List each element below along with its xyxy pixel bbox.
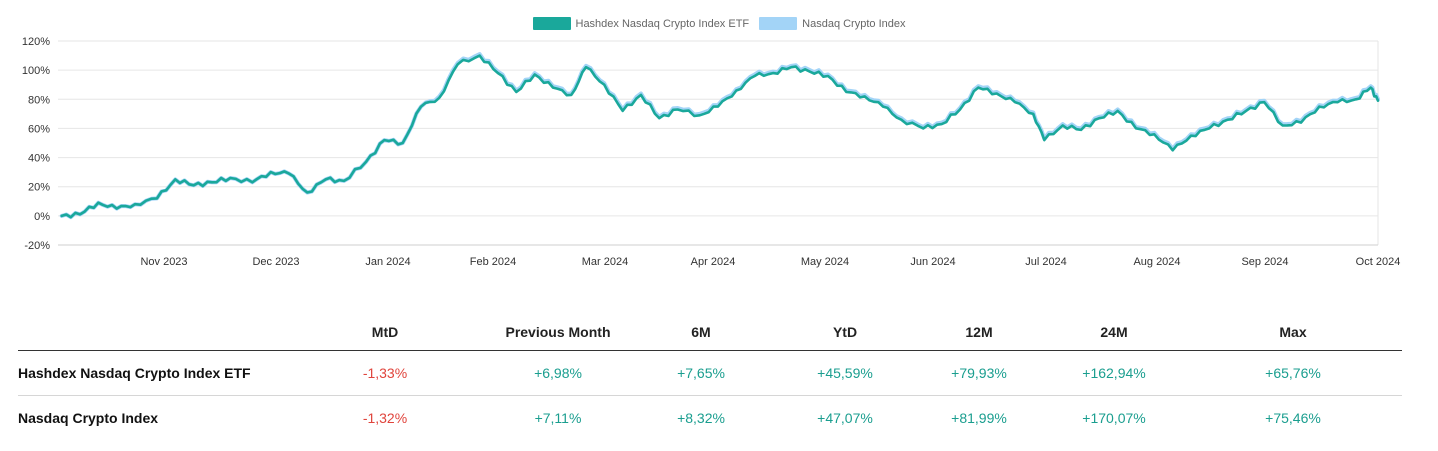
table-row: Nasdaq Crypto Index -1,32% +7,11% +8,32%…: [18, 396, 1402, 441]
cell-max: +65,76%: [1265, 365, 1321, 381]
legend-swatch-index: [759, 17, 798, 30]
col-max: Max: [1279, 324, 1307, 340]
table-row: Hashdex Nasdaq Crypto Index ETF -1,33% +…: [18, 351, 1402, 396]
cell-mtd: -1,32%: [362, 410, 408, 426]
cell-24m: +162,94%: [1082, 365, 1146, 381]
x-tick-label: May 2024: [801, 256, 849, 268]
x-tick-label: Aug 2024: [1133, 256, 1180, 268]
y-tick-label: 40%: [28, 153, 50, 165]
legend-label-etf: Hashdex Nasdaq Crypto Index ETF: [575, 17, 750, 30]
y-tick-label: 80%: [28, 94, 50, 106]
chart-legend: Hashdex Nasdaq Crypto Index ETF Nasdaq C…: [0, 17, 1438, 30]
row-name: Nasdaq Crypto Index: [18, 410, 159, 426]
col-ytd: YtD: [832, 324, 858, 340]
col-previous-month: Previous Month: [505, 324, 611, 340]
col-24m: 24M: [1100, 324, 1128, 340]
chart-grid: [58, 40, 1379, 246]
x-tick-label: Jun 2024: [910, 256, 955, 268]
cell-mtd: -1,33%: [362, 365, 408, 381]
y-tick-label: 100%: [22, 65, 50, 77]
y-tick-label: 120%: [22, 36, 50, 48]
y-tick-label: 0%: [34, 211, 50, 223]
cell-6m: +7,65%: [677, 365, 725, 381]
legend-swatch-etf: [532, 17, 571, 30]
x-tick-label: Apr 2024: [691, 256, 736, 268]
x-tick-label: Feb 2024: [470, 256, 516, 268]
cell-6m: +8,32%: [677, 410, 725, 426]
x-tick-label: Oct 2024: [1356, 256, 1401, 268]
cell-max: +75,46%: [1265, 410, 1321, 426]
col-12m: 12M: [965, 324, 993, 340]
cell-24m: +170,07%: [1082, 410, 1146, 426]
x-axis-ticks: Nov 2023 Dec 2023 Jan 2024 Feb 2024 Mar 2024…: [140, 256, 1400, 268]
performance-table: MtD Previous Month 6M YtD 12M 24M Max Ha…: [18, 314, 1402, 440]
col-mtd: MtD: [371, 324, 399, 340]
x-tick-label: Jul 2024: [1025, 256, 1067, 268]
legend-item-index[interactable]: Nasdaq Crypto Index: [759, 17, 905, 30]
performance-chart: 120% 100% 80% 60% 40% 20% 0% -20% Nov 2023 Dec 2…: [22, 36, 1400, 268]
y-axis-ticks: 120% 100% 80% 60% 40% 20% 0% -20%: [22, 36, 50, 252]
legend-label-index: Nasdaq Crypto Index: [802, 17, 906, 30]
row-name: Hashdex Nasdaq Crypto Index ETF: [18, 365, 251, 381]
cell-12m: +81,99%: [951, 410, 1007, 426]
series-line-index: [59, 52, 1380, 220]
col-6m: 6M: [691, 324, 711, 340]
y-tick-label: 20%: [28, 182, 50, 194]
y-tick-label: 60%: [28, 123, 50, 135]
cell-12m: +79,93%: [951, 365, 1007, 381]
chart-lines: [59, 52, 1380, 220]
cell-previous-month: +6,98%: [534, 365, 582, 381]
x-tick-label: Sep 2024: [1241, 256, 1288, 268]
y-tick-label: -20%: [24, 240, 50, 252]
x-tick-label: Mar 2024: [582, 256, 628, 268]
legend-item-etf[interactable]: Hashdex Nasdaq Crypto Index ETF: [532, 17, 750, 30]
x-tick-label: Nov 2023: [140, 256, 187, 268]
cell-ytd: +47,07%: [817, 410, 873, 426]
cell-ytd: +45,59%: [817, 365, 873, 381]
series-line-etf: [60, 54, 1380, 219]
x-tick-label: Dec 2023: [252, 256, 299, 268]
cell-previous-month: +7,11%: [534, 410, 582, 426]
x-tick-label: Jan 2024: [365, 256, 410, 268]
table-header-row: MtD Previous Month 6M YtD 12M 24M Max: [18, 314, 1402, 351]
table-header-empty: [18, 314, 280, 351]
